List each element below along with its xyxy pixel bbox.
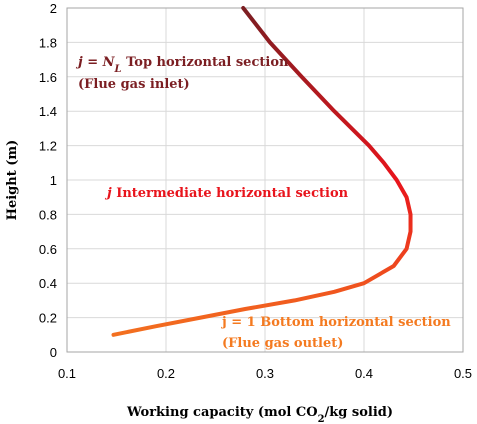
text-run: /kg solid) xyxy=(325,405,393,420)
subscript: L xyxy=(114,64,122,75)
y-tick-label: 1.2 xyxy=(39,139,57,154)
y-tick-label: 1.4 xyxy=(39,104,57,119)
text-run: (Flue gas outlet) xyxy=(222,336,343,351)
y-tick-label: 0.6 xyxy=(39,242,57,257)
line xyxy=(111,6,413,337)
text-run: (Flue gas inlet) xyxy=(78,77,190,92)
y-tick-label: 2 xyxy=(50,1,57,16)
y-tick-label: 0 xyxy=(50,345,57,360)
text-run: j = 1 Bottom horizontal section xyxy=(221,315,451,330)
annotation: j = NL Top horizontal section xyxy=(75,55,289,75)
y-axis-label: Height (m) xyxy=(5,140,20,221)
annotation: (Flue gas outlet) xyxy=(222,336,343,351)
annotation: j = 1 Bottom horizontal section xyxy=(221,315,451,330)
x-tick-label: 0.1 xyxy=(58,366,76,381)
annotation: (Flue gas inlet) xyxy=(78,77,190,92)
text-run: j xyxy=(104,186,112,201)
text-run: Top horizontal section xyxy=(122,55,289,70)
y-tick-label: 1 xyxy=(50,173,57,188)
text-run: j = N xyxy=(75,55,116,70)
y-tick-label: 0.4 xyxy=(39,276,57,291)
plot-frame xyxy=(66,7,464,353)
x-tick-label: 0.3 xyxy=(256,366,274,381)
annotation: j Intermediate horizontal section xyxy=(104,186,349,201)
x-axis-label: Working capacity (mol CO2/kg solid) xyxy=(126,405,393,424)
y-tick-label: 1.8 xyxy=(39,35,57,50)
y-tick-label: 1.6 xyxy=(39,70,57,85)
y-tick-label: 0.2 xyxy=(39,311,57,326)
y-tick-label: 0.8 xyxy=(39,207,57,222)
text-run: Intermediate horizontal section xyxy=(112,186,349,201)
x-tick-label: 0.5 xyxy=(454,366,472,381)
x-tick-label: 0.2 xyxy=(157,366,175,381)
x-tick-label: 0.4 xyxy=(355,366,373,381)
subscript: 2 xyxy=(318,414,325,424)
text-run: Working capacity (mol CO xyxy=(126,405,318,420)
